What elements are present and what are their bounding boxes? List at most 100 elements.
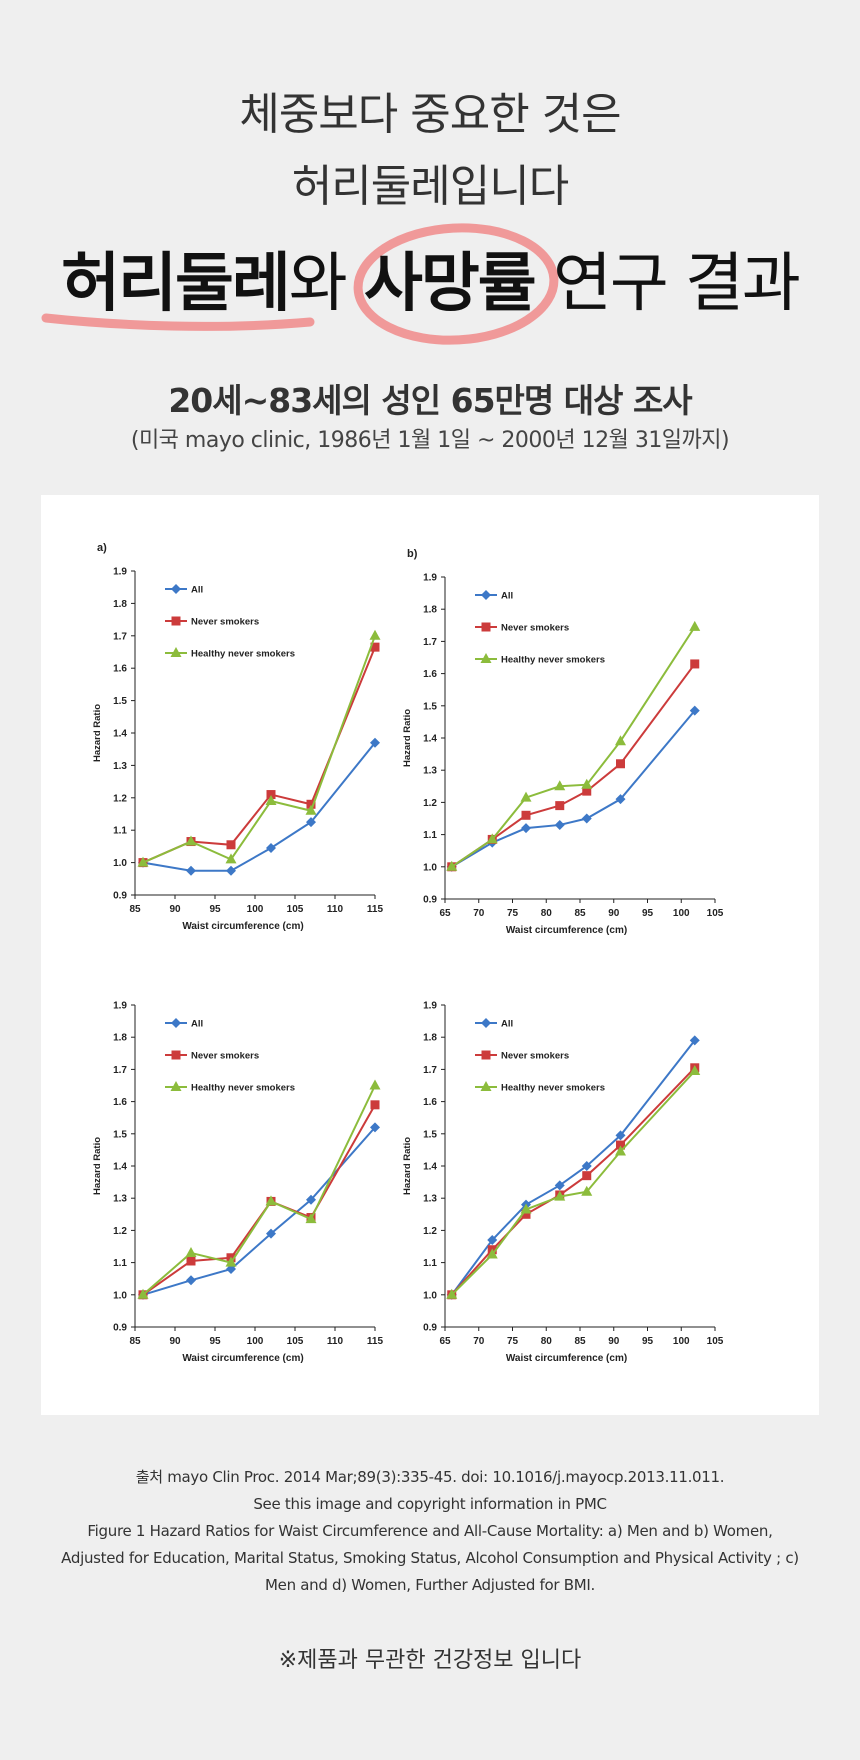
- legend-marker: [480, 653, 492, 663]
- legend-label: Healthy never smokers: [191, 649, 295, 660]
- subtitle-detail: (미국 mayo clinic, 1986년 1월 1일 ~ 2000년 12월…: [130, 428, 730, 453]
- series-line-healthy-never-smokers: [142, 1085, 376, 1296]
- legend-label: Never smokers: [501, 623, 569, 634]
- y-tick-label: 1.2: [423, 798, 437, 809]
- data-point: [615, 1130, 626, 1141]
- source-line-2: See this image and copyright information…: [253, 1495, 607, 1513]
- legend-label: Healthy never smokers: [191, 1083, 295, 1094]
- main-title: 허리둘레와 사망률 연구 결과: [0, 232, 860, 324]
- data-point: [615, 735, 626, 746]
- x-tick-label: 80: [541, 1336, 553, 1347]
- data-point: [520, 1203, 532, 1214]
- series-line-all: [142, 1126, 376, 1296]
- x-tick-label: 110: [327, 904, 344, 915]
- legend-marker: [481, 590, 491, 600]
- legend-label: Healthy never smokers: [501, 1083, 605, 1094]
- y-tick-label: 1.8: [423, 605, 437, 616]
- data-point: [581, 1185, 593, 1196]
- x-tick-label: 65: [439, 908, 451, 919]
- legend-label: All: [191, 585, 203, 596]
- data-point: [226, 840, 236, 850]
- y-tick-label: 1.6: [113, 664, 127, 675]
- x-tick-label: 90: [169, 904, 181, 915]
- data-point: [689, 1065, 701, 1076]
- data-point: [554, 780, 566, 791]
- y-tick-label: 1.7: [423, 1065, 437, 1076]
- data-point: [266, 1228, 276, 1239]
- y-tick-label: 1.2: [113, 793, 127, 804]
- y-tick-label: 0.9: [423, 1323, 437, 1334]
- y-axis-label: Hazard Ratio: [92, 704, 103, 762]
- heading-line-1: 체중보다 중요한 것은: [239, 89, 621, 140]
- x-tick-label: 105: [707, 1336, 724, 1347]
- y-tick-label: 1.9: [113, 567, 127, 578]
- y-tick-label: 1.9: [423, 1001, 437, 1012]
- y-tick-label: 1.1: [113, 826, 127, 837]
- data-point: [581, 813, 592, 824]
- data-point: [487, 1235, 498, 1246]
- x-axis-label: Waist circumference (cm): [182, 921, 303, 932]
- hazard-ratio-charts: 0.9 1.0 1.1 1.2 1.3 1.4 1.5 1.6 1.7 1.8 1.9 85 90 95 1…: [92, 542, 724, 1365]
- y-tick-label: 1.4: [113, 1162, 127, 1173]
- y-tick-label: 1.5: [113, 1129, 127, 1140]
- data-point: [186, 1275, 196, 1286]
- data-point: [554, 1190, 566, 1201]
- series-line-never-smokers: [142, 646, 376, 864]
- data-point: [689, 620, 701, 631]
- x-tick-label: 65: [439, 1336, 451, 1347]
- chart-3: 0.9 1.0 1.1 1.2 1.3 1.4 1.5 1.6 1.7 1.8 1.9 85 90 95 1…: [92, 1001, 384, 1365]
- x-tick-label: 100: [247, 1336, 264, 1347]
- x-tick-label: 105: [287, 904, 304, 915]
- series-line-healthy-never-smokers: [142, 635, 376, 864]
- legend-label: All: [501, 591, 513, 602]
- legend-marker: [171, 1018, 181, 1028]
- y-tick-label: 1.6: [423, 669, 437, 680]
- y-tick-label: 1.0: [423, 1290, 437, 1301]
- y-tick-label: 0.9: [423, 895, 437, 906]
- x-tick-label: 85: [129, 1336, 141, 1347]
- legend-marker: [171, 584, 181, 594]
- y-tick-label: 1.6: [113, 1097, 127, 1108]
- data-point: [185, 835, 197, 846]
- y-tick-label: 1.8: [113, 599, 127, 610]
- y-tick-label: 1.3: [423, 1194, 437, 1205]
- legend-marker: [170, 647, 182, 657]
- heading-line-2: 허리둘레입니다: [291, 161, 569, 212]
- x-axis-label: Waist circumference (cm): [506, 1353, 627, 1364]
- data-point: [137, 1288, 149, 1299]
- x-tick-label: 115: [367, 904, 384, 915]
- y-tick-label: 1.7: [113, 631, 127, 642]
- data-point: [186, 1256, 196, 1266]
- data-point: [555, 801, 565, 811]
- y-tick-label: 1.3: [113, 761, 127, 772]
- data-point: [306, 799, 316, 809]
- y-tick-label: 0.9: [113, 1323, 127, 1334]
- data-point: [581, 778, 593, 789]
- y-tick-label: 1.3: [113, 1194, 127, 1205]
- data-point: [369, 629, 381, 640]
- chart-1: 0.9 1.0 1.1 1.2 1.3 1.4 1.5 1.6 1.7 1.8 1.9 85 90 95 1…: [92, 542, 384, 932]
- x-tick-label: 85: [574, 908, 586, 919]
- data-point: [689, 705, 700, 716]
- y-tick-label: 1.7: [423, 637, 437, 648]
- y-tick-label: 1.4: [113, 729, 127, 740]
- legend-marker: [171, 1050, 181, 1060]
- data-point: [446, 860, 458, 871]
- data-point: [581, 1161, 592, 1171]
- x-tick-label: 95: [209, 1336, 221, 1347]
- data-point: [554, 819, 565, 830]
- y-tick-label: 1.4: [423, 734, 437, 745]
- data-point: [225, 853, 237, 864]
- y-tick-label: 1.6: [423, 1097, 437, 1108]
- title-rest: 연구 결과: [534, 247, 801, 321]
- x-tick-label: 100: [247, 904, 264, 915]
- data-point: [306, 817, 316, 828]
- source-citation: 출처 mayo Clin Proc. 2014 Mar;89(3):335-45…: [60, 1464, 800, 1599]
- data-point: [186, 865, 196, 876]
- x-tick-label: 100: [673, 1336, 690, 1347]
- data-point: [266, 843, 276, 854]
- legend-marker: [481, 1018, 491, 1028]
- data-point: [486, 1248, 498, 1259]
- data-point: [305, 1213, 317, 1224]
- source-line-1: 출처 mayo Clin Proc. 2014 Mar;89(3):335-45…: [135, 1468, 725, 1486]
